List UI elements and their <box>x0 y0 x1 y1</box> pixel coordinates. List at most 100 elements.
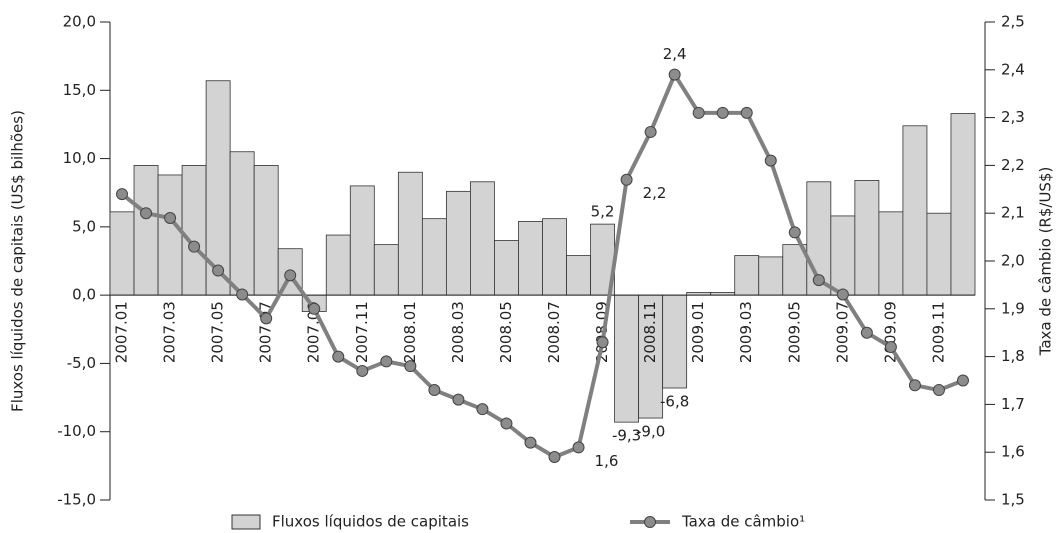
bar <box>494 240 519 296</box>
legend-label: Taxa de câmbio¹ <box>681 513 805 531</box>
bar <box>734 255 760 296</box>
y2-axis-title: Taxa de câmbio (R$/US$) <box>1037 167 1055 357</box>
marker <box>260 312 273 325</box>
marker <box>932 384 945 397</box>
y2-tick-label: 1,8 <box>1001 347 1025 365</box>
x-tick-label: 2007.03 <box>161 301 179 363</box>
bar <box>758 256 784 296</box>
y2-tick-label: 2,5 <box>1001 13 1025 31</box>
marker <box>548 450 561 463</box>
data-label: 2,2 <box>643 184 667 202</box>
x-tick-label: 2009.05 <box>785 301 803 363</box>
marker <box>764 154 777 167</box>
y-tick-label: -15,0 <box>57 491 96 509</box>
bar <box>373 244 399 296</box>
bar <box>421 218 447 296</box>
marker <box>716 106 729 119</box>
marker <box>644 125 657 138</box>
x-tick-label: 2009.01 <box>689 301 707 363</box>
bar <box>518 220 543 296</box>
bar <box>133 164 159 296</box>
bar <box>157 174 183 296</box>
marker <box>692 106 705 119</box>
marker <box>308 302 321 315</box>
data-label: 2,4 <box>663 45 687 63</box>
x-tick-label: 2007.05 <box>209 301 227 363</box>
marker <box>524 436 537 449</box>
bar <box>253 164 279 296</box>
bar <box>542 218 567 296</box>
y-tick-label: -5,0 <box>67 354 96 372</box>
bar <box>470 181 495 296</box>
y2-tick-label: 1,7 <box>1001 395 1025 413</box>
data-label: -6,8 <box>660 393 689 411</box>
y-tick-label: 20,0 <box>63 13 96 31</box>
x-tick-label: 2008.05 <box>497 301 515 363</box>
y2-tick-label: 2,4 <box>1001 60 1025 78</box>
marker <box>572 441 585 454</box>
data-label: -9,0 <box>636 423 665 441</box>
bar <box>926 212 952 296</box>
bar <box>566 255 591 296</box>
y-axis-title: Fluxos líquidos de capitais (US$ bilhões… <box>9 110 27 412</box>
marker <box>596 336 609 349</box>
marker <box>788 226 801 239</box>
marker <box>452 393 465 406</box>
x-tick-label: 2008.01 <box>401 301 419 363</box>
y-tick-label: 15,0 <box>63 81 96 99</box>
x-tick-label: 2009.07 <box>833 301 851 363</box>
legend-label: Fluxos líquidos de capitais <box>272 513 469 531</box>
marker <box>668 68 681 81</box>
marker <box>620 173 633 186</box>
legend-swatch <box>231 514 261 530</box>
marker <box>476 403 489 416</box>
bar <box>902 125 928 296</box>
marker <box>500 417 513 430</box>
bar <box>181 164 207 296</box>
y-tick-label: 0,0 <box>72 286 96 304</box>
y2-tick-label: 2,2 <box>1001 156 1025 174</box>
bar <box>229 151 255 296</box>
marker <box>908 379 921 392</box>
marker <box>284 269 297 282</box>
bar <box>614 294 640 423</box>
bar <box>325 234 351 296</box>
y-tick-label: -10,0 <box>57 422 96 440</box>
marker <box>836 288 849 301</box>
y2-tick-label: 1,9 <box>1001 299 1025 317</box>
marker <box>164 211 177 224</box>
x-tick-label: 2009.03 <box>737 301 755 363</box>
marker <box>236 288 249 301</box>
bar <box>638 294 664 419</box>
bar <box>445 190 471 296</box>
marker <box>860 326 873 339</box>
marker <box>956 374 969 387</box>
y-tick-label: 5,0 <box>72 217 96 235</box>
x-tick-label: 2007.11 <box>353 301 371 363</box>
y2-tick-label: 2,1 <box>1001 204 1025 222</box>
marker <box>332 350 345 363</box>
marker <box>740 106 753 119</box>
bar <box>397 171 423 296</box>
data-label: 1,6 <box>595 452 619 470</box>
marker <box>884 341 897 354</box>
bar <box>349 185 375 296</box>
marker <box>356 364 369 377</box>
bar <box>950 113 976 296</box>
x-tick-label: 2008.11 <box>641 301 659 363</box>
x-tick-label: 2009.11 <box>929 301 947 363</box>
y2-tick-label: 1,6 <box>1001 443 1025 461</box>
bar <box>854 180 880 296</box>
bar <box>830 215 856 296</box>
bar <box>878 211 904 296</box>
y2-tick-label: 1,5 <box>1001 491 1025 509</box>
marker <box>404 360 417 373</box>
x-tick-label: 2008.07 <box>545 301 563 363</box>
data-label: -9,3 <box>612 427 641 445</box>
y2-tick-label: 2,3 <box>1001 108 1025 126</box>
bar <box>109 211 135 296</box>
marker <box>380 355 393 368</box>
x-tick-label: 2007.01 <box>113 301 131 363</box>
marker <box>140 207 153 220</box>
